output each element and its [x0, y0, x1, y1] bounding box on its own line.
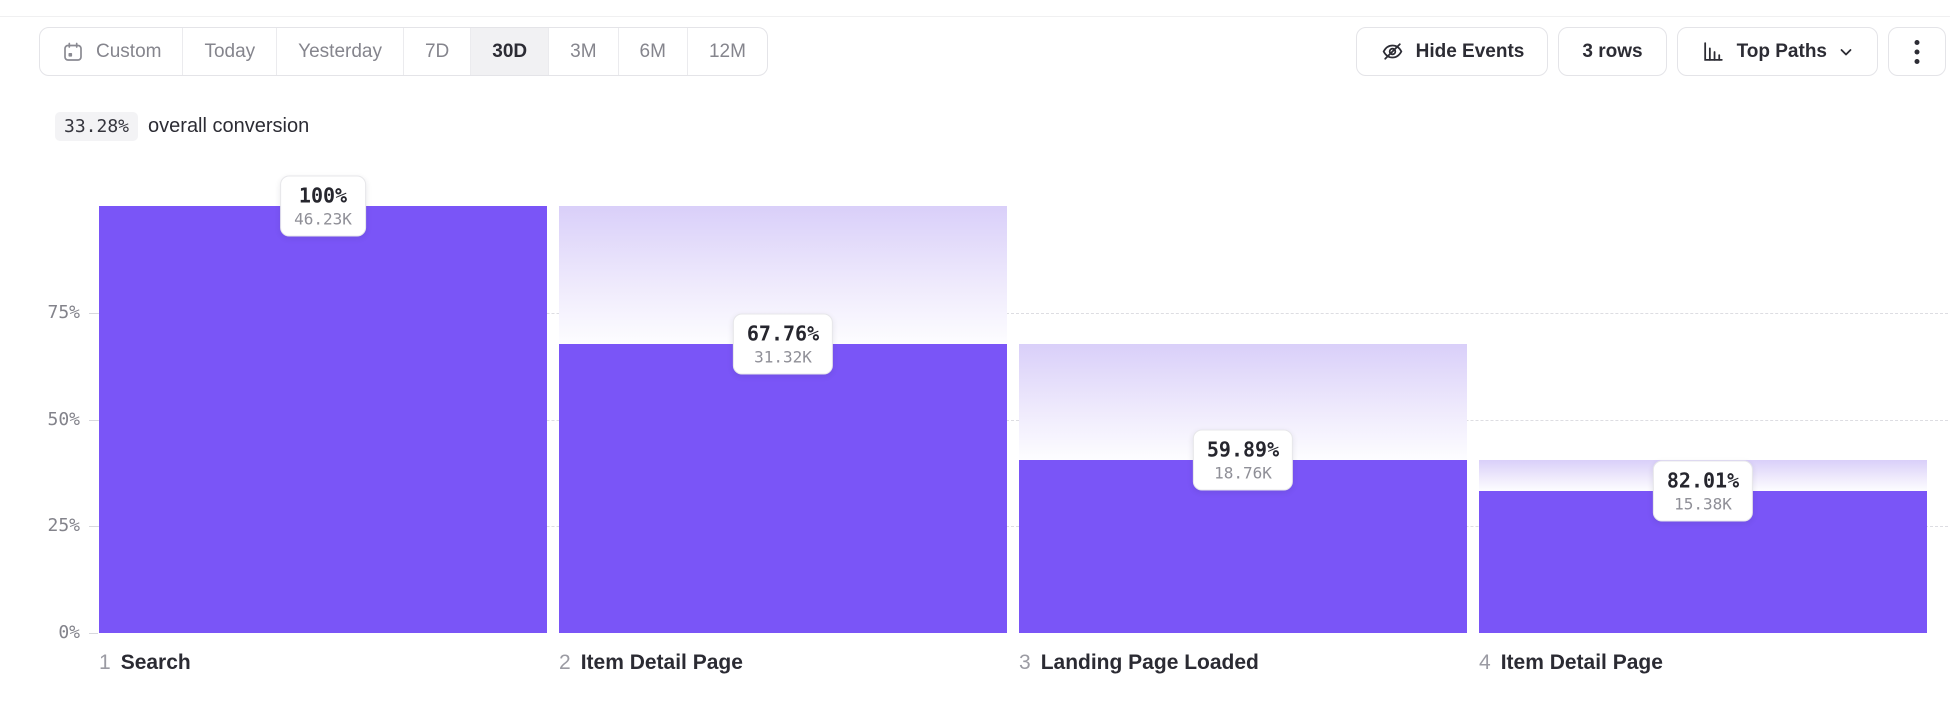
value-label-step-2: 67.76% 31.32K [732, 313, 834, 375]
calendar-icon [61, 40, 85, 64]
kebab-icon [1914, 39, 1920, 65]
gridline-75% [92, 313, 1948, 314]
step-name: Item Detail Page [580, 651, 743, 674]
yaxis-label-75%: 75% [47, 302, 80, 323]
step-name: Landing Page Loaded [1040, 651, 1259, 674]
count-step-1: 46.23K [294, 209, 352, 229]
date-range-custom[interactable]: Custom [40, 28, 184, 75]
funnel-bar-step-2[interactable] [559, 344, 1007, 633]
yaxis-label-50%: 50% [47, 409, 80, 430]
step-label-2: 2 Item Detail Page [559, 651, 743, 675]
funnel-bar-step-1[interactable] [99, 206, 547, 633]
date-range-30d[interactable]: 30D [471, 28, 550, 75]
step-name: Item Detail Page [1500, 651, 1663, 674]
date-range-label: 30D [492, 40, 528, 62]
date-range-label: 3M [570, 40, 597, 62]
date-range-12m[interactable]: 12M [688, 28, 767, 75]
ytick-50% [89, 420, 98, 421]
date-range-6m[interactable]: 6M [619, 28, 688, 75]
value-label-step-3: 59.89% 18.76K [1192, 429, 1294, 491]
eye-off-icon [1380, 39, 1405, 64]
conversion-pct-step-4: 82.01% [1666, 468, 1740, 493]
date-range-label: 12M [708, 40, 746, 62]
value-label-step-1: 100% 46.23K [280, 175, 366, 237]
overall-conversion-value: 33.28% [55, 112, 139, 141]
value-label-step-4: 82.01% 15.38K [1652, 460, 1754, 522]
top-divider [0, 16, 1950, 17]
date-range-label: 6M [639, 40, 666, 62]
step-label-4: 4 Item Detail Page [1479, 651, 1663, 675]
date-range-label: Yesterday [298, 40, 382, 62]
overall-conversion: 33.28% overall conversion [55, 112, 309, 141]
view-mode-dropdown[interactable]: Top Paths [1676, 27, 1878, 76]
hide-events-label: Hide Events [1415, 40, 1525, 62]
date-range-label: Custom [96, 40, 162, 62]
date-range-7d[interactable]: 7D [404, 28, 472, 75]
date-range-label: Today [204, 40, 256, 62]
rows-label: 3 rows [1582, 40, 1643, 62]
count-step-3: 18.76K [1214, 463, 1272, 483]
ytick-25% [89, 526, 98, 527]
date-range-segmented-control: Custom Today Yesterday 7D 30D 3M 6M 12M [39, 27, 768, 76]
date-range-3m[interactable]: 3M [549, 28, 619, 75]
view-mode-label: Top Paths [1736, 40, 1827, 62]
hide-events-button[interactable]: Hide Events [1355, 27, 1549, 76]
step-label-1: 1 Search [99, 651, 191, 675]
date-range-today[interactable]: Today [183, 28, 278, 75]
yaxis-label-25%: 25% [47, 515, 80, 536]
step-number: 4 [1479, 651, 1491, 674]
ytick-0% [89, 633, 98, 634]
step-number: 1 [99, 651, 111, 674]
step-number: 2 [559, 651, 571, 674]
count-step-4: 15.38K [1674, 494, 1732, 514]
overall-conversion-suffix: overall conversion [148, 115, 310, 137]
rows-button[interactable]: 3 rows [1558, 27, 1667, 76]
yaxis-label-0%: 0% [58, 622, 80, 643]
conversion-pct-step-3: 59.89% [1206, 437, 1280, 462]
right-toolbar: Hide Events 3 rows Top Paths [1355, 27, 1946, 76]
step-label-3: 3 Landing Page Loaded [1019, 651, 1259, 675]
chevron-down-icon [1838, 44, 1854, 60]
conversion-pct-step-2: 67.76% [746, 321, 820, 346]
step-name: Search [120, 651, 191, 674]
ytick-75% [89, 313, 98, 314]
conversion-pct-step-1: 100% [298, 183, 348, 208]
more-options-button[interactable] [1888, 27, 1946, 76]
date-range-label: 7D [424, 40, 450, 62]
count-step-2: 31.32K [754, 347, 812, 367]
bar-chart-icon [1701, 39, 1726, 64]
date-range-yesterday[interactable]: Yesterday [277, 28, 404, 75]
step-number: 3 [1019, 651, 1031, 674]
